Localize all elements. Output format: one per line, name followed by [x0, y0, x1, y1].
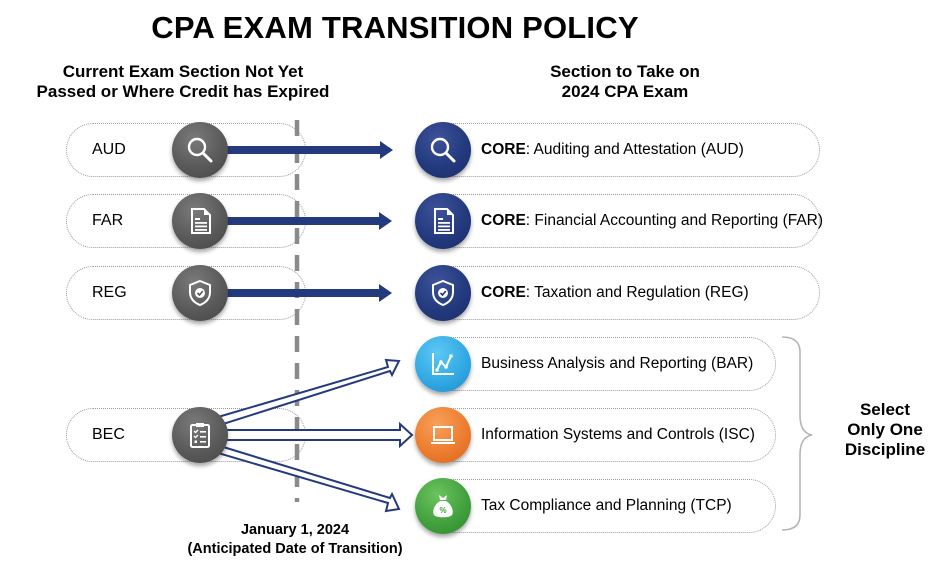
discipline-pill-isc: [418, 408, 776, 462]
current-section-label-bec: BEC: [92, 426, 125, 443]
line-chart-icon: [415, 336, 471, 392]
transition-date: January 1, 2024: [240, 522, 350, 538]
svg-text:%: %: [439, 506, 446, 515]
arrow-bec-to-tcp: [216, 444, 401, 513]
money-bag-percent-icon: %: [415, 478, 471, 534]
shield-check-icon: [415, 265, 471, 321]
discipline-label-tcp: Tax Compliance and Planning (TCP): [481, 497, 732, 514]
left-header-line-2: Passed or Where Credit has Expired: [36, 82, 330, 101]
document-icon: [172, 193, 228, 249]
current-section-label-reg: REG: [92, 284, 127, 301]
discipline-pill-bar: [418, 337, 776, 391]
arrow-aud-to-core-aud: [226, 141, 393, 159]
magnifier-icon: [415, 122, 471, 178]
select-note-line-3: Discipline: [844, 440, 926, 459]
core-section-name: : Auditing and Attestation (AUD): [525, 141, 744, 158]
arrow-far-to-core-far: [226, 212, 392, 230]
shield-check-icon: [172, 265, 228, 321]
core-arrows: [226, 141, 393, 302]
right-header-line-1: Section to Take on: [550, 62, 700, 81]
core-section-label-aud: CORE: Auditing and Attestation (AUD): [481, 140, 744, 160]
magnifier-icon: [172, 122, 228, 178]
core-section-pill-aud: [418, 123, 820, 177]
page-title: CPA EXAM TRANSITION POLICY: [151, 10, 639, 45]
discipline-label-isc: Information Systems and Controls (ISC): [481, 426, 755, 443]
left-column-header: Current Exam Section Not Yet Passed or W…: [20, 62, 346, 102]
arrow-bec-to-isc: [223, 421, 414, 449]
discipline-selection-note: Select Only One Discipline: [830, 400, 940, 460]
discipline-label-bar: Business Analysis and Reporting (BAR): [481, 355, 754, 372]
laptop-icon: [415, 407, 471, 463]
core-section-label-far: CORE: Financial Accounting and Reporting…: [481, 211, 823, 231]
bec-arrows: [216, 358, 414, 513]
core-section-label-reg: CORE: Taxation and Regulation (REG): [481, 283, 749, 303]
core-prefix: CORE: [481, 284, 526, 301]
core-section-pill-reg: [418, 266, 820, 320]
current-section-label-aud: AUD: [92, 141, 126, 158]
core-section-pill-far: [418, 194, 820, 248]
transition-date-note: (Anticipated Date of Transition): [187, 541, 403, 557]
select-note-line-2: Only One: [847, 420, 923, 439]
clipboard-checklist-icon: [172, 407, 228, 463]
transition-date-label: January 1, 2024 (Anticipated Date of Tra…: [170, 521, 420, 559]
core-prefix: CORE: [481, 141, 526, 158]
arrow-reg-to-core-reg: [226, 284, 392, 302]
core-section-name: : Financial Accounting and Reporting (FA…: [525, 212, 824, 229]
current-section-label-far: FAR: [92, 212, 124, 229]
discipline-pill-tcp: [418, 479, 776, 533]
select-note-line-1: Select: [859, 400, 911, 419]
core-section-name: : Taxation and Regulation (REG): [525, 284, 749, 301]
left-header-line-1: Current Exam Section Not Yet: [62, 62, 304, 81]
document-icon: [415, 193, 471, 249]
right-header-line-2: 2024 CPA Exam: [561, 82, 689, 101]
core-prefix: CORE: [481, 212, 526, 229]
discipline-brace: [781, 336, 813, 531]
arrow-bec-to-bar: [216, 358, 401, 427]
right-column-header: Section to Take on 2024 CPA Exam: [500, 62, 750, 102]
